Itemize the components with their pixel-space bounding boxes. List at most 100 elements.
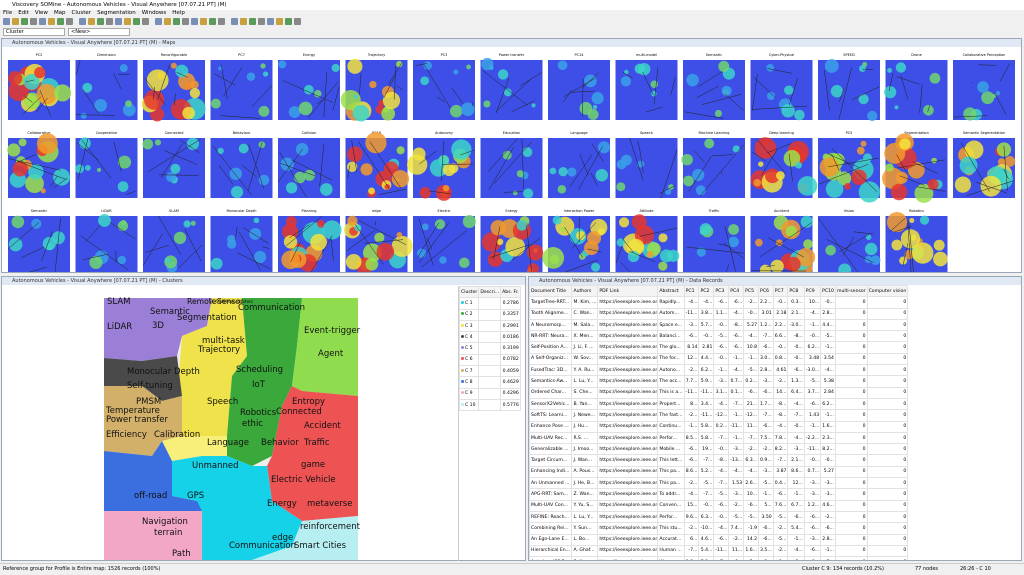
column-header[interactable]: PC1 [684, 286, 699, 297]
table-row[interactable]: TargetTree-RRT...M. Kim, ...https://ieee… [530, 297, 908, 308]
table-row[interactable]: Tooth Alignme...C. Wan...https://ieeexpl… [530, 308, 908, 319]
menu-item[interactable]: View [35, 10, 48, 17]
menu-item[interactable]: Help [172, 10, 185, 17]
toolbar-button[interactable] [155, 18, 162, 25]
table-cell: Balanci... [658, 331, 684, 342]
menu-item[interactable]: Cluster [72, 10, 92, 17]
toolbar-button[interactable] [115, 18, 122, 25]
toolbar-button[interactable] [30, 18, 37, 25]
heat-blob [166, 172, 176, 182]
column-header[interactable]: PC2 [699, 286, 714, 297]
table-cell: Continu... [658, 421, 684, 432]
table-row[interactable]: Enhance Pose ...J. Hu...https://ieeexplo… [530, 421, 908, 432]
toolbar-button[interactable] [209, 18, 216, 25]
column-header[interactable]: PC7 [773, 286, 788, 297]
toolbar-button[interactable] [218, 18, 225, 25]
combo-box[interactable]: <New> [68, 28, 130, 36]
toolbar-button[interactable] [88, 18, 95, 25]
toolbar-button[interactable] [97, 18, 104, 25]
toolbar-button[interactable] [200, 18, 207, 25]
column-header[interactable]: multi-sensor [835, 286, 867, 297]
toolbar-button[interactable] [21, 18, 28, 25]
table-row[interactable]: Generalizable ...J. Imoo...https://ieeex… [530, 444, 908, 455]
toolbar-button[interactable] [79, 18, 86, 25]
column-header[interactable]: Authors [572, 286, 598, 297]
table-row[interactable]: Hierarchical En...A. Ghaf...https://ieee… [530, 545, 908, 556]
toolbar-button[interactable] [106, 18, 113, 25]
column-header[interactable]: PC5 [744, 286, 759, 297]
table-row[interactable]: Self-Position A...J. Li, F. ...https://i… [530, 342, 908, 353]
menu-item[interactable]: Segmentation [97, 10, 136, 17]
toolbar-button[interactable] [294, 18, 301, 25]
toolbar-button[interactable] [249, 18, 256, 25]
table-row[interactable]: Multi-UAV Con...Y. Yu, S...https://ieeex… [530, 500, 908, 511]
table-row[interactable]: Enhancing Indi...A. Pous...https://ieeex… [530, 466, 908, 477]
table-row[interactable]: A Self-Organiz...W. Sov...https://ieeexp… [530, 353, 908, 364]
combo-box[interactable]: Cluster [3, 28, 65, 36]
toolbar-button[interactable] [285, 18, 292, 25]
toolbar-button[interactable] [267, 18, 274, 25]
table-row[interactable]: Semantics-Aw...L. Lu, Y...https://ieeexp… [530, 376, 908, 387]
table-row[interactable]: SensorX2Vehic...B. Yan...https://ieeexpl… [530, 398, 908, 409]
toolbar-button[interactable] [133, 18, 140, 25]
toolbar-button[interactable] [258, 18, 265, 25]
menu-item[interactable]: Windows [142, 10, 167, 17]
table-row[interactable]: FusedTrac: 3D...Y. A. Ru...https://ieeex… [530, 365, 908, 376]
table-row[interactable]: APG-RRT: Sam...Z. Wan...https://ieeexplo… [530, 489, 908, 500]
plane-label: Accident [774, 209, 790, 213]
heat-blob [263, 71, 268, 76]
toolbar-button[interactable] [57, 18, 64, 25]
table-row[interactable]: NR-RRT: Neura...X. Men...https://ieeexpl… [530, 331, 908, 342]
table-row[interactable]: An Unmanned ...J. He, B...https://ieeexp… [530, 478, 908, 489]
table-row[interactable]: A Neuromorp...M. Sala...https://ieeexplo… [530, 319, 908, 330]
table-cell: 0 [867, 489, 908, 500]
toolbar-button[interactable] [182, 18, 189, 25]
toolbar-button[interactable] [240, 18, 247, 25]
column-header[interactable]: PDF Link [598, 286, 658, 297]
table-row[interactable]: Target Circum...J. Wan...https://ieeexpl… [530, 455, 908, 466]
column-header[interactable]: PC10 [821, 286, 836, 297]
table-row[interactable]: SoftTS: Learni...J. Newe...https://ieeex… [530, 410, 908, 421]
toolbar-button[interactable] [39, 18, 46, 25]
column-header[interactable]: PC6 [759, 286, 774, 297]
toolbar-button[interactable] [142, 18, 149, 25]
column-header[interactable]: Document Title [530, 286, 572, 297]
toolbar-button[interactable] [12, 18, 19, 25]
toolbar-button[interactable] [276, 18, 283, 25]
column-header[interactable]: PC9 [804, 286, 820, 297]
heat-blob [755, 239, 763, 247]
toolbar-button[interactable] [164, 18, 171, 25]
menu-item[interactable]: File [3, 10, 12, 17]
table-row[interactable]: Multi-UAV Rec...R.S. ...https://ieeexplo… [530, 432, 908, 443]
table-row[interactable]: Combining Rei...Y. Sun...https://ieeexpl… [530, 523, 908, 534]
column-header[interactable]: PC4 [729, 286, 744, 297]
table-row[interactable]: Astrobee ISS F...S. Kang...https://ieeex… [530, 557, 908, 561]
table-row[interactable]: An Ego-Lane E...L. Bo...https://ieeexplo… [530, 534, 908, 545]
table-cell: https://ieeexplore.ieee.org/stamp/stamp.… [598, 342, 658, 353]
column-header[interactable]: PC8 [788, 286, 804, 297]
column-header[interactable]: PC3 [714, 286, 729, 297]
toolbar-button[interactable] [173, 18, 180, 25]
toolbar-button[interactable] [124, 18, 131, 25]
menu-item[interactable]: Map [54, 10, 66, 17]
toolbar-button[interactable] [231, 18, 238, 25]
toolbar-button[interactable] [191, 18, 198, 25]
column-header[interactable]: Abstract [658, 286, 684, 297]
table-row[interactable]: REFINE: Reach...L. Lu, Y...https://ieeex… [530, 511, 908, 522]
toolbar-button[interactable] [3, 18, 10, 25]
toolbar-button[interactable] [48, 18, 55, 25]
menu-item[interactable]: Edit [18, 10, 29, 17]
toolbar-button[interactable] [66, 18, 73, 25]
column-header[interactable]: Computer vision [867, 286, 908, 297]
table-row[interactable]: Ordered Char...S. Che...https://ieeexplo… [530, 387, 908, 398]
